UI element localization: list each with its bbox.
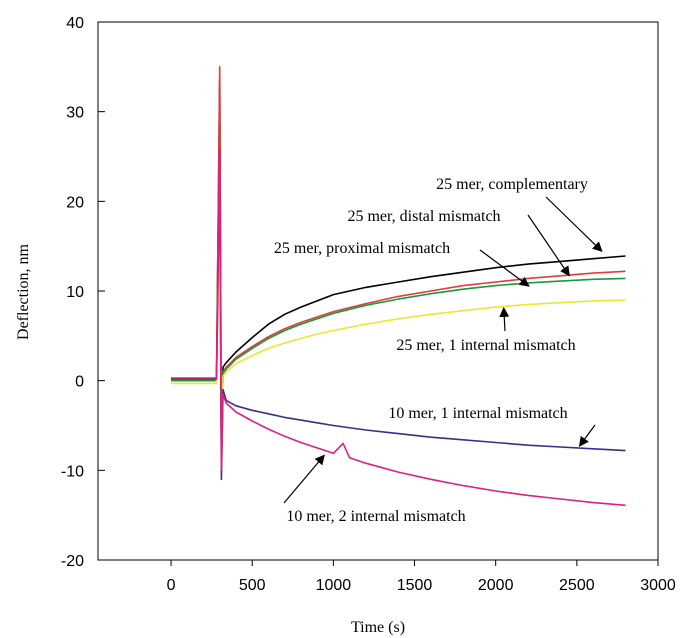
annotation-layer: 25 mer, complementary 25 mer, distal mism… — [274, 176, 603, 525]
x-tick-label: 2000 — [478, 577, 514, 594]
annotation-label: 25 mer, complementary — [436, 176, 588, 193]
x-axis-ticks: 0 500 1000 1500 2000 2500 3000 — [167, 560, 676, 594]
y-tick-label: -20 — [61, 553, 84, 570]
annotation-arrow — [545, 196, 603, 253]
annotation-label: 10 mer, 1 internal mismatch — [388, 405, 567, 422]
series-layer — [171, 66, 626, 507]
y-tick-label: 0 — [75, 374, 84, 391]
annotation-label: 10 mer, 2 internal mismatch — [286, 508, 465, 525]
annotation-label: 25 mer, 1 internal mismatch — [396, 337, 575, 354]
series-line-2 — [171, 66, 626, 445]
plot-frame — [97, 21, 659, 561]
annotation-label: 25 mer, proximal mismatch — [274, 240, 450, 257]
annotation-arrow — [527, 214, 570, 277]
x-tick-label: 1000 — [316, 577, 352, 594]
series-line-4 — [171, 200, 626, 436]
y-tick-label: 30 — [66, 105, 84, 122]
x-axis-label: Time (s) — [351, 619, 405, 636]
y-tick-label: 40 — [66, 15, 84, 32]
y-axis-ticks: -20 -10 0 10 20 30 40 — [61, 15, 105, 570]
annotation-arrow — [283, 454, 325, 504]
x-tick-label: 3000 — [640, 577, 676, 594]
y-axis-label: Deflection, nm — [15, 243, 32, 340]
x-tick-label: 2500 — [559, 577, 595, 594]
x-tick-label: 500 — [239, 577, 266, 594]
y-tick-label: -10 — [61, 463, 84, 480]
y-tick-label: 20 — [66, 194, 84, 211]
annotation-arrow — [479, 249, 530, 287]
annotation-label: 25 mer, distal mismatch — [347, 208, 500, 225]
x-tick-label: 1500 — [397, 577, 433, 594]
annotation-arrow — [578, 424, 596, 447]
annotation-arrow — [499, 306, 510, 332]
series-line-6 — [171, 146, 626, 507]
y-tick-label: 10 — [66, 284, 84, 301]
x-tick-label: 0 — [167, 577, 176, 594]
